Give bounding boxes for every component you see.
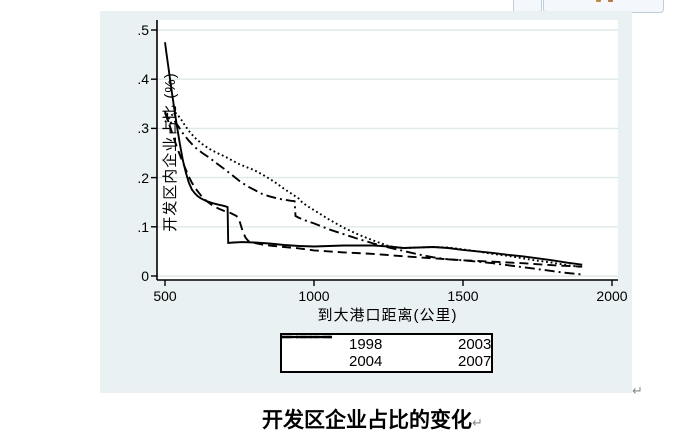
x-tick-label: 500 [153, 288, 177, 304]
x-tick-label: 2000 [596, 288, 628, 304]
x-tick-label: 1500 [447, 288, 479, 304]
x-tick-label: 1000 [298, 288, 330, 304]
y-tick-label: .2 [137, 169, 149, 186]
toolbar-icon-1[interactable] [596, 0, 601, 2]
caption-text: 开发区企业占比的变化 [262, 408, 473, 432]
y-tick-label: .4 [137, 71, 149, 88]
y-tick-label: 0 [141, 268, 149, 284]
chart-plot-area [100, 11, 632, 393]
x-axis-title: 到大港口距离(公里) [317, 307, 458, 324]
chart-legend: 1998 2003 2004 2007 [280, 333, 493, 373]
legend-label-2004: 2004 [349, 353, 383, 370]
legend-label-2007: 2007 [458, 353, 492, 370]
paragraph-mark: ↵ [632, 383, 643, 398]
toolbar-icon-2[interactable] [608, 0, 613, 2]
y-tick-label: .5 [137, 22, 149, 38]
y-axis-title: 开发区内企业占比 (%) [162, 72, 179, 232]
legend-label-2003: 2003 [458, 336, 492, 353]
legend-label-1998: 1998 [349, 336, 383, 353]
y-tick-label: .3 [137, 120, 149, 137]
figure-caption: 开发区企业占比的变化↵ [100, 404, 645, 434]
y-tick-label: .1 [137, 218, 149, 235]
embedded-chart[interactable]: 开发区内企业占比 (%) 到大港口距离(公里) 0 .1 .2 .3 .4 .5… [100, 11, 632, 393]
paragraph-mark: ↵ [472, 415, 483, 430]
